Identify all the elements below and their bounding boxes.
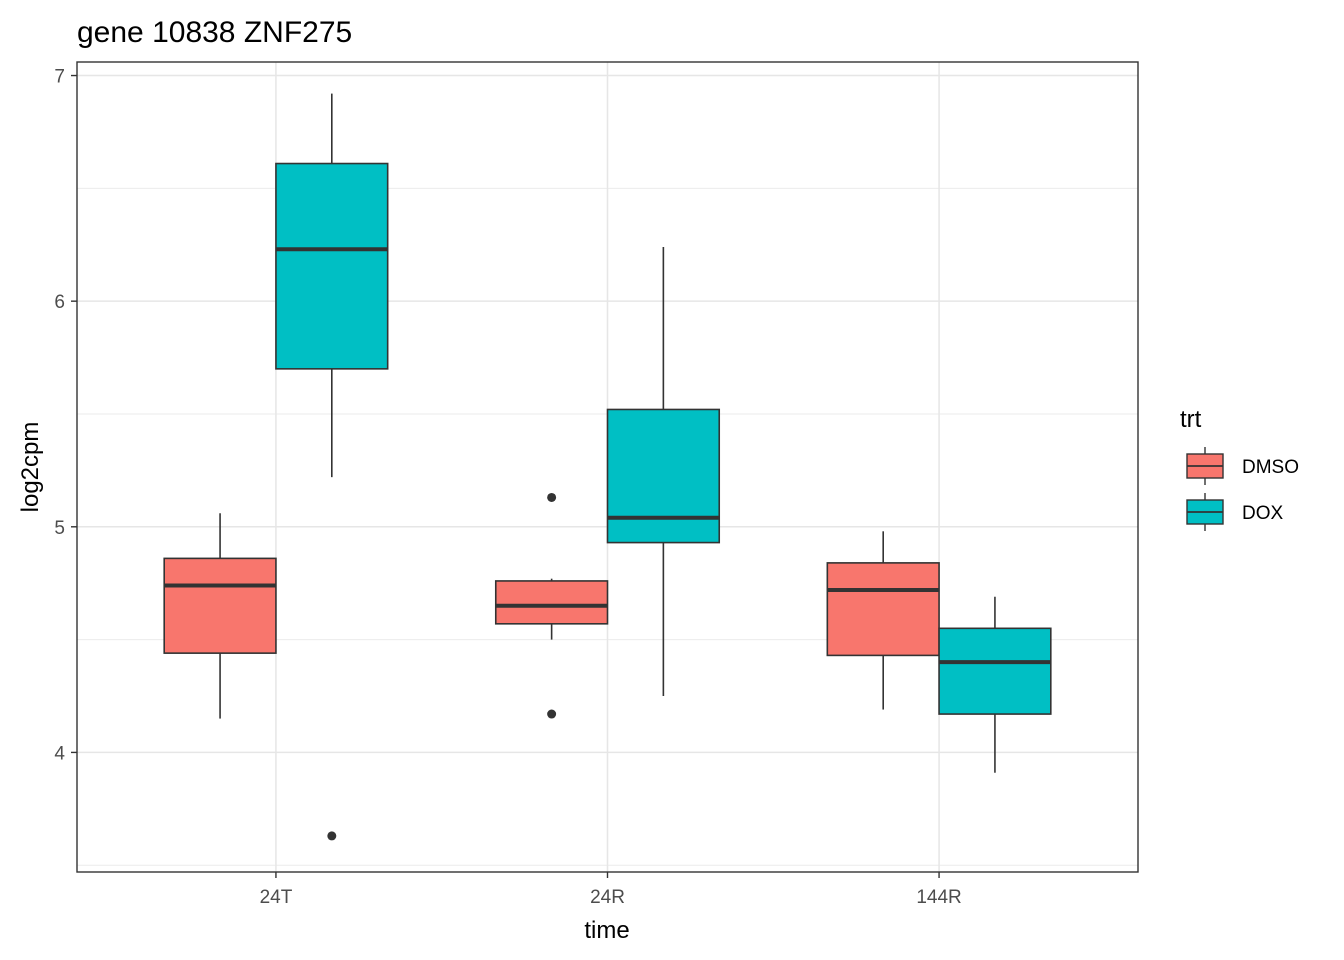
box-body — [494, 580, 609, 625]
legend-keys: DMSO DOX — [1186, 447, 1299, 531]
legend-label: DOX — [1242, 503, 1284, 524]
box-dox-144r — [938, 596, 1052, 773]
legend-item-dox: DOX — [1186, 493, 1284, 531]
x-axis: 24T 24R 144R — [260, 872, 962, 908]
box-dmso-24t — [163, 513, 277, 719]
box-layer — [163, 93, 1052, 841]
y-tick-label: 5 — [54, 518, 65, 539]
box-body — [938, 627, 1052, 715]
box-dmso-24r — [494, 492, 609, 719]
y-tick-label: 6 — [54, 292, 65, 313]
box-body — [606, 408, 721, 544]
legend: trt DMSO DOX — [1180, 406, 1299, 531]
y-tick-label: 7 — [54, 67, 65, 88]
x-tick-label: 24T — [260, 887, 293, 908]
outlier-point — [547, 492, 557, 502]
box-dox-24t — [275, 93, 389, 841]
box-dox-24r — [606, 247, 721, 697]
y-axis-title: log2cpm — [17, 422, 44, 513]
outlier-point — [547, 709, 557, 719]
legend-item-dmso: DMSO — [1186, 447, 1299, 485]
legend-label: DMSO — [1242, 457, 1299, 478]
box-dmso-144r — [826, 531, 940, 710]
legend-title: trt — [1180, 406, 1202, 433]
outlier-point — [327, 831, 337, 841]
box-body — [275, 162, 389, 370]
box-body — [163, 557, 277, 654]
x-tick-label: 24R — [590, 887, 625, 908]
x-axis-title: time — [584, 917, 629, 944]
y-axis: 4 5 6 7 — [54, 67, 77, 764]
box-body — [826, 562, 940, 657]
x-tick-label: 144R — [916, 887, 961, 908]
y-tick-label: 4 — [54, 743, 65, 764]
chart-title: gene 10838 ZNF275 — [77, 16, 352, 49]
